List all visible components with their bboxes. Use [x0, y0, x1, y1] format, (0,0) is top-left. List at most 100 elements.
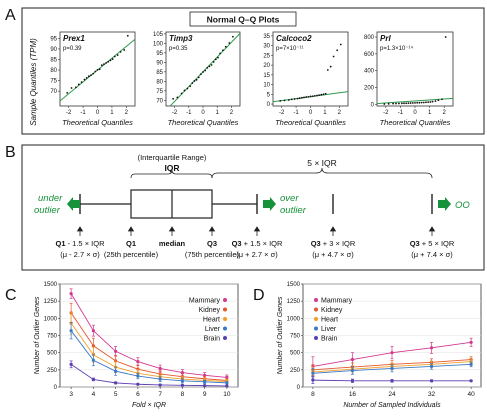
- qq-point: [429, 101, 432, 103]
- qq-point: [420, 101, 423, 104]
- qq-annotation: p=1.3×10⁻¹⁴: [380, 45, 414, 52]
- qq-xtick-label: -2: [279, 110, 285, 116]
- qq-plot-4: -2 -1 0 1 2 0 200 400 600 800 Prl p=1.3×10⁻¹⁴ Theore…: [364, 31, 454, 127]
- data-point-liver: [158, 377, 162, 381]
- qq-ytick-label: 0: [371, 102, 375, 108]
- qq-xtick-label: 2: [338, 110, 342, 116]
- qq-xtick-label: 0: [413, 110, 417, 116]
- qq-xtick-label: -1: [398, 110, 404, 116]
- qq-xtick-label: -1: [186, 110, 192, 116]
- qq-point: [85, 76, 88, 79]
- qq-frame: [376, 31, 454, 107]
- data-point-liver: [114, 369, 118, 373]
- ytick-label: 1500: [287, 282, 301, 288]
- five-iqr-brace: [211, 167, 433, 179]
- qq-point: [444, 36, 447, 38]
- qq-point: [183, 89, 186, 92]
- qq-title: Timp3: [169, 34, 193, 43]
- qq-point: [191, 82, 194, 84]
- series-line-kidney: [70, 312, 227, 381]
- ytick-label: 0: [54, 385, 58, 391]
- qq-point: [208, 65, 211, 68]
- qq-point: [407, 102, 410, 105]
- y-axis-label: Number of Outlier Genes: [277, 296, 284, 374]
- qq-xtick-label: 2: [125, 110, 129, 116]
- ytick-label: 1250: [44, 299, 58, 305]
- qq-point: [318, 94, 321, 96]
- qq-point: [217, 56, 219, 59]
- qq-xlabel: Theoretical Quantiles: [275, 118, 346, 127]
- qq-reference-line: [377, 97, 453, 105]
- under-outlier-label: outlier: [34, 205, 61, 216]
- qq-point: [383, 103, 386, 105]
- qq-xlabel: Theoretical Quantiles: [380, 118, 451, 127]
- xtick-label: 10: [223, 391, 231, 398]
- legend-marker: [223, 307, 227, 312]
- qq-point: [434, 100, 437, 103]
- qq-point: [416, 101, 419, 104]
- qq-ytick-label: 75: [50, 79, 57, 85]
- qq-point: [199, 73, 202, 76]
- qq-frame: [165, 31, 241, 107]
- data-point-liver: [390, 366, 394, 371]
- qq-point: [326, 69, 329, 71]
- panel-label-a: A: [5, 7, 16, 24]
- qq-point: [180, 92, 183, 95]
- qq-point: [400, 102, 403, 105]
- qq-xtick-label: -2: [172, 110, 178, 116]
- qq-point: [94, 70, 97, 73]
- qq-annotation: p=0.35: [169, 46, 188, 52]
- series-line-mammary: [70, 293, 227, 378]
- qq-point: [303, 96, 305, 99]
- legend-marker: [314, 336, 318, 340]
- qq-point: [193, 80, 196, 82]
- ytick-label: 250: [290, 368, 301, 374]
- label-q3-5: Q3 + 5 × IQR: [410, 239, 455, 248]
- data-point-mammary: [114, 349, 118, 353]
- qq-point: [228, 42, 231, 44]
- qq-point: [403, 102, 405, 105]
- legend-marker: [223, 317, 227, 321]
- qq-point: [296, 97, 299, 100]
- qq-point: [324, 92, 327, 95]
- qq-point: [411, 102, 414, 104]
- qq-xtick-label: 2: [230, 110, 234, 116]
- qq-point: [395, 102, 397, 105]
- qq-point: [113, 55, 116, 58]
- xtick-label: 8: [311, 391, 315, 398]
- data-point-mammary: [136, 359, 140, 364]
- qq-xtick-label: -2: [66, 110, 72, 116]
- data-point-brain: [136, 382, 140, 386]
- qq-point: [197, 76, 200, 79]
- qq-point: [109, 59, 112, 62]
- qq-xtick-label: 1: [110, 110, 114, 116]
- qq-point: [320, 93, 323, 96]
- qq-point: [83, 78, 86, 81]
- qq-point: [332, 55, 335, 58]
- legend-marker: [314, 307, 318, 312]
- qq-xtick-label: -1: [80, 110, 86, 116]
- qq-ytick-label: 100: [153, 41, 164, 47]
- series-line-heart: [70, 322, 227, 382]
- qq-point: [189, 85, 192, 88]
- series-line-brain: [70, 363, 227, 387]
- data-point-mammary: [158, 366, 162, 371]
- qq-point: [98, 68, 101, 71]
- ytick-label: 1000: [287, 316, 301, 322]
- qq-ytick-label: 400: [364, 69, 375, 75]
- legend-label: Brain: [204, 336, 220, 343]
- qq-point: [224, 45, 227, 48]
- sampled-individuals-chart: 0 250 500 750 1000 1250 1500 8 16 24 32 40 Mammary Ki…: [277, 282, 482, 409]
- x-axis-label: Number of Sampled Individuals: [343, 402, 441, 409]
- ytick-label: 750: [47, 334, 58, 340]
- qq-xlabel: Theoretical Quantiles: [168, 118, 239, 127]
- data-point-mammary: [469, 340, 473, 344]
- qq-ytick-label: 70: [156, 98, 163, 104]
- label-q3-15-sub: (μ + 2.7 × σ): [236, 250, 278, 259]
- ytick-label: 500: [290, 351, 301, 357]
- qq-point: [279, 100, 282, 102]
- qq-point: [74, 86, 77, 89]
- qq-point: [87, 75, 90, 78]
- legend-marker: [314, 298, 318, 302]
